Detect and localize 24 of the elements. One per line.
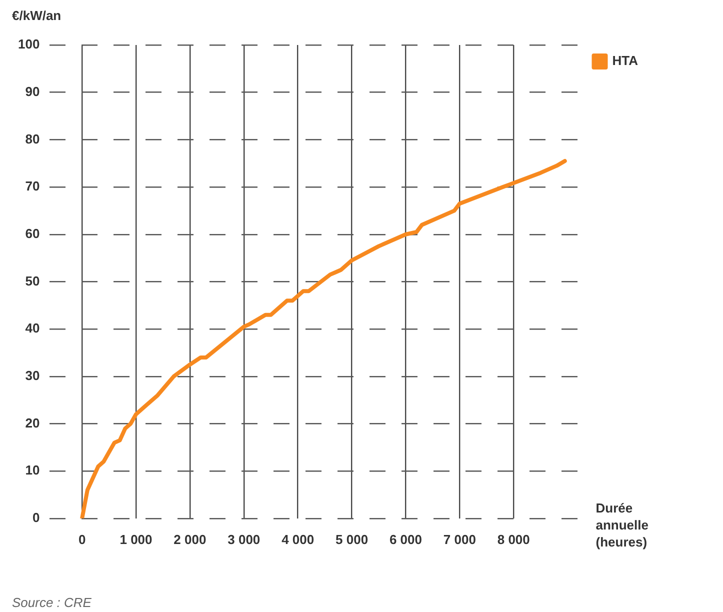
x-tick-label: 6 000 — [389, 532, 422, 547]
x-tick-label: 2 000 — [174, 532, 206, 547]
x-axis-title: Durée annuelle (heures) — [596, 500, 648, 550]
y-tick-label: 90 — [25, 84, 40, 99]
x-tick-label: 0 — [78, 532, 86, 547]
legend-label: HTA — [612, 53, 639, 68]
y-tick-label: 40 — [25, 320, 40, 336]
y-tick-label: 10 — [25, 462, 40, 478]
x-tick-label: 8 000 — [497, 532, 530, 547]
y-tick-label: 0 — [32, 510, 40, 525]
x-tick-label: 7 000 — [443, 532, 476, 547]
source-note: Source : CRE — [12, 595, 92, 610]
y-tick-label: 50 — [25, 273, 40, 288]
y-tick-label: 60 — [25, 226, 40, 241]
y-tick-label: 80 — [25, 131, 40, 146]
x-tick-label: 3 000 — [228, 532, 260, 547]
x-tick-label: 5 000 — [336, 532, 368, 547]
y-tick-label: 20 — [25, 415, 40, 430]
y-axis-title: €/kW/an — [12, 8, 62, 24]
y-tick-label: 70 — [25, 178, 40, 194]
y-tick-label: 100 — [18, 36, 40, 52]
x-tick-label: 4 000 — [282, 532, 314, 547]
y-tick-label: 30 — [25, 368, 40, 383]
x-tick-label: 1 000 — [120, 532, 152, 547]
